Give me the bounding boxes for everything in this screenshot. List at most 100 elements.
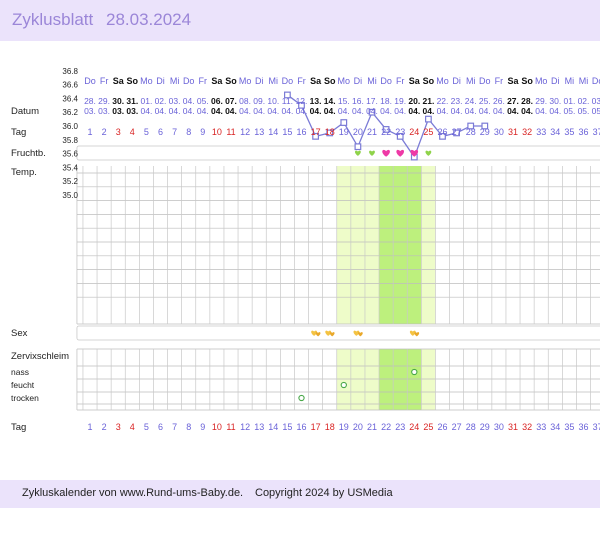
y-tick-label: 35.2 — [62, 177, 78, 186]
tag-number: 16 — [296, 127, 306, 137]
tag-number: 6 — [158, 127, 163, 137]
tag-number-bottom: 14 — [268, 422, 278, 432]
tag-number-bottom: 11 — [226, 422, 235, 432]
weekday-label: Mi — [565, 76, 575, 86]
tag-number: 21 — [367, 127, 377, 137]
date-day-label: 16. — [352, 96, 364, 106]
date-day-label: 01. — [140, 96, 152, 106]
y-tick-label: 36.0 — [62, 122, 78, 131]
weekday-label: So — [324, 76, 336, 86]
tag-number: 1 — [87, 127, 92, 137]
date-day-label: 24. — [465, 96, 477, 106]
tag-number-bottom: 33 — [536, 422, 546, 432]
weekday-label: Mo — [239, 76, 252, 86]
tag-number-bottom: 1 — [87, 422, 92, 432]
date-day-label: 12. — [296, 96, 308, 106]
tag-number: 17 — [311, 127, 321, 137]
fertility-high-heart-icon — [382, 149, 390, 157]
row-label-fruchtbarkeit: Fruchtb. — [11, 148, 46, 159]
date-month-label: 04. — [324, 106, 336, 116]
tag-number: 5 — [144, 127, 149, 137]
date-month-label: 04. — [493, 106, 505, 116]
tag-number-bottom: 10 — [212, 422, 222, 432]
page-title-date: 28.03.2024 — [105, 10, 192, 29]
date-month-label: 05. — [563, 106, 575, 116]
date-day-label: 14. — [324, 96, 336, 106]
y-tick-label: 35.4 — [62, 163, 78, 172]
weekday-label: Fr — [495, 76, 504, 86]
date-day-label: 30. — [112, 96, 124, 106]
tag-number-bottom: 2 — [102, 422, 107, 432]
zervix-level-label: feucht — [11, 380, 35, 390]
date-day-label: 26. — [493, 96, 505, 106]
weekday-label: Mi — [579, 76, 589, 86]
weekday-label: So — [423, 76, 435, 86]
row-label-temperatur: Temp. — [11, 167, 37, 178]
page-title: Zyklusblatt 28.03.2024 — [12, 10, 191, 30]
tag-number-bottom: 35 — [564, 422, 574, 432]
temperature-point — [298, 101, 305, 109]
fertility-low-heart-icon — [354, 150, 361, 156]
fruchtbarkeit-row-frame — [76, 145, 600, 161]
temperature-point — [453, 129, 460, 137]
tag-number: 7 — [172, 127, 177, 137]
date-day-label: 29. — [535, 96, 547, 106]
weekday-label: Di — [156, 76, 165, 86]
weekday-label: Do — [479, 76, 491, 86]
zervix-marker — [411, 368, 418, 376]
date-month-label: 04. — [211, 106, 223, 116]
tag-number: 12 — [240, 127, 250, 137]
date-month-label: 05. — [578, 106, 590, 116]
footer-bar: Zykluskalender von www.Rund-ums-Baby.de.… — [0, 480, 600, 508]
tag-number: 32 — [522, 127, 532, 137]
tag-number: 25 — [423, 127, 433, 137]
tag-number: 30 — [494, 127, 504, 137]
cycle-chart: Datum Tag Fruchtb. Temp. Sex Zervixschleim Tag… — [0, 41, 600, 481]
temperature-point — [340, 119, 348, 126]
date-month-label: 04. — [507, 106, 519, 116]
weekday-label: So — [225, 76, 237, 86]
weekday-label: Do — [183, 76, 195, 86]
tag-number: 13 — [254, 127, 264, 137]
weekday-label: Di — [551, 76, 560, 86]
date-month-label: 04. — [479, 106, 491, 116]
fertility-high-heart-icon — [396, 149, 405, 157]
temperature-point — [396, 132, 404, 140]
weekday-label: Di — [452, 76, 461, 86]
date-month-label: 04. — [380, 106, 392, 116]
sex-heart-icon — [358, 332, 363, 337]
temperature-point — [354, 143, 362, 151]
date-day-label: 17. — [366, 96, 378, 106]
peak-fertility-band — [379, 166, 422, 324]
tag-number-bottom: 3 — [116, 422, 121, 432]
date-day-label: 03. — [592, 96, 600, 106]
date-day-label: 01. — [563, 96, 575, 106]
date-month-label: 04. — [267, 106, 279, 116]
temperature-point — [368, 108, 376, 116]
date-day-label: 02. — [155, 96, 167, 106]
date-day-label: 15. — [338, 96, 350, 106]
weekday-label: Do — [84, 76, 96, 86]
tag-number-bottom: 24 — [409, 422, 419, 432]
temperature-point — [382, 126, 390, 133]
tag-number-bottom: 32 — [522, 422, 532, 432]
weekday-label: So — [521, 76, 533, 86]
date-month-label: 04. — [549, 106, 561, 116]
date-day-label: 28. — [84, 96, 96, 106]
date-month-label: 04. — [535, 106, 547, 116]
date-month-label: 03. — [112, 106, 124, 116]
date-day-label: 21. — [422, 96, 434, 106]
sex-heart-icon — [414, 332, 420, 337]
date-day-label: 18. — [380, 96, 392, 106]
temperature-point — [481, 122, 489, 130]
weekday-label: Sa — [507, 76, 519, 86]
date-month-label: 04. — [140, 106, 152, 116]
date-day-label: 10. — [267, 96, 279, 106]
tag-number: 26 — [437, 127, 447, 137]
date-month-label: 03. — [98, 106, 110, 116]
tag-number-bottom: 19 — [339, 422, 349, 432]
date-month-label: 04. — [239, 106, 251, 116]
y-tick-label: 35.6 — [62, 150, 78, 159]
date-month-label: 04. — [296, 106, 308, 116]
weekday-label: Sa — [211, 76, 223, 86]
